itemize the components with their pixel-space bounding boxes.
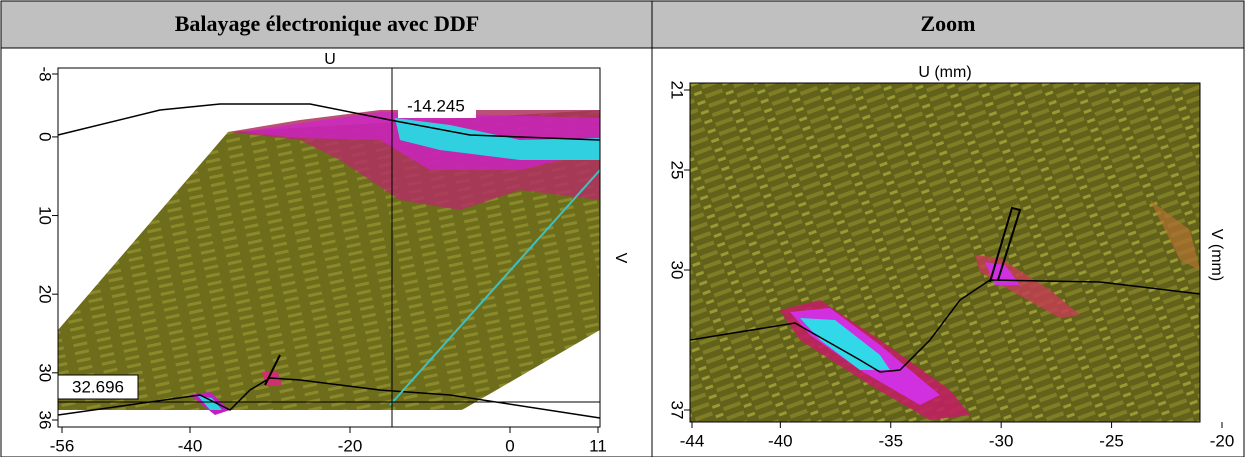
- x-tick-label: -40: [768, 431, 793, 450]
- x-tick-label: -20: [338, 436, 363, 455]
- x-tick-label: -20: [1210, 431, 1235, 450]
- x-tick-label: -44: [680, 431, 705, 450]
- header-right: Zoom: [921, 11, 976, 36]
- y-tick-label: 36: [36, 411, 55, 430]
- left-scan: [57, 67, 601, 428]
- cursor-v-label: 32.696: [72, 377, 124, 396]
- y-axis-label-right: V (mm): [1208, 229, 1225, 281]
- header-left: Balayage électronique avec DDF: [175, 11, 479, 36]
- x-tick-label: -56: [50, 436, 75, 455]
- y-tick-label: 0: [36, 132, 55, 141]
- right-scan: [689, 82, 1201, 423]
- header-row: [1, 1, 1244, 48]
- x-tick-label: -40: [178, 436, 203, 455]
- x-axis-label-right: U (mm): [918, 64, 971, 81]
- y-tick-label: 25: [668, 161, 687, 180]
- cursor-u-label: -14.245: [407, 96, 465, 115]
- y-tick-label: 21: [668, 81, 687, 100]
- y-tick-label: 30: [36, 363, 55, 382]
- x-tick-label: -35: [878, 431, 903, 450]
- x-tick-label: 11: [589, 436, 607, 455]
- y-tick-label: 30: [668, 261, 687, 280]
- y-axis-label: V: [612, 253, 629, 264]
- x-axis-label: U: [324, 51, 336, 68]
- y-tick-label: -8: [36, 66, 55, 81]
- x-tick-label: 0: [505, 436, 514, 455]
- y-tick-label: 20: [36, 285, 55, 304]
- y-tick-label: 37: [668, 401, 687, 420]
- x-tick-label: -30: [989, 431, 1014, 450]
- y-tick-label: 10: [36, 206, 55, 225]
- x-tick-label: -25: [1099, 431, 1124, 450]
